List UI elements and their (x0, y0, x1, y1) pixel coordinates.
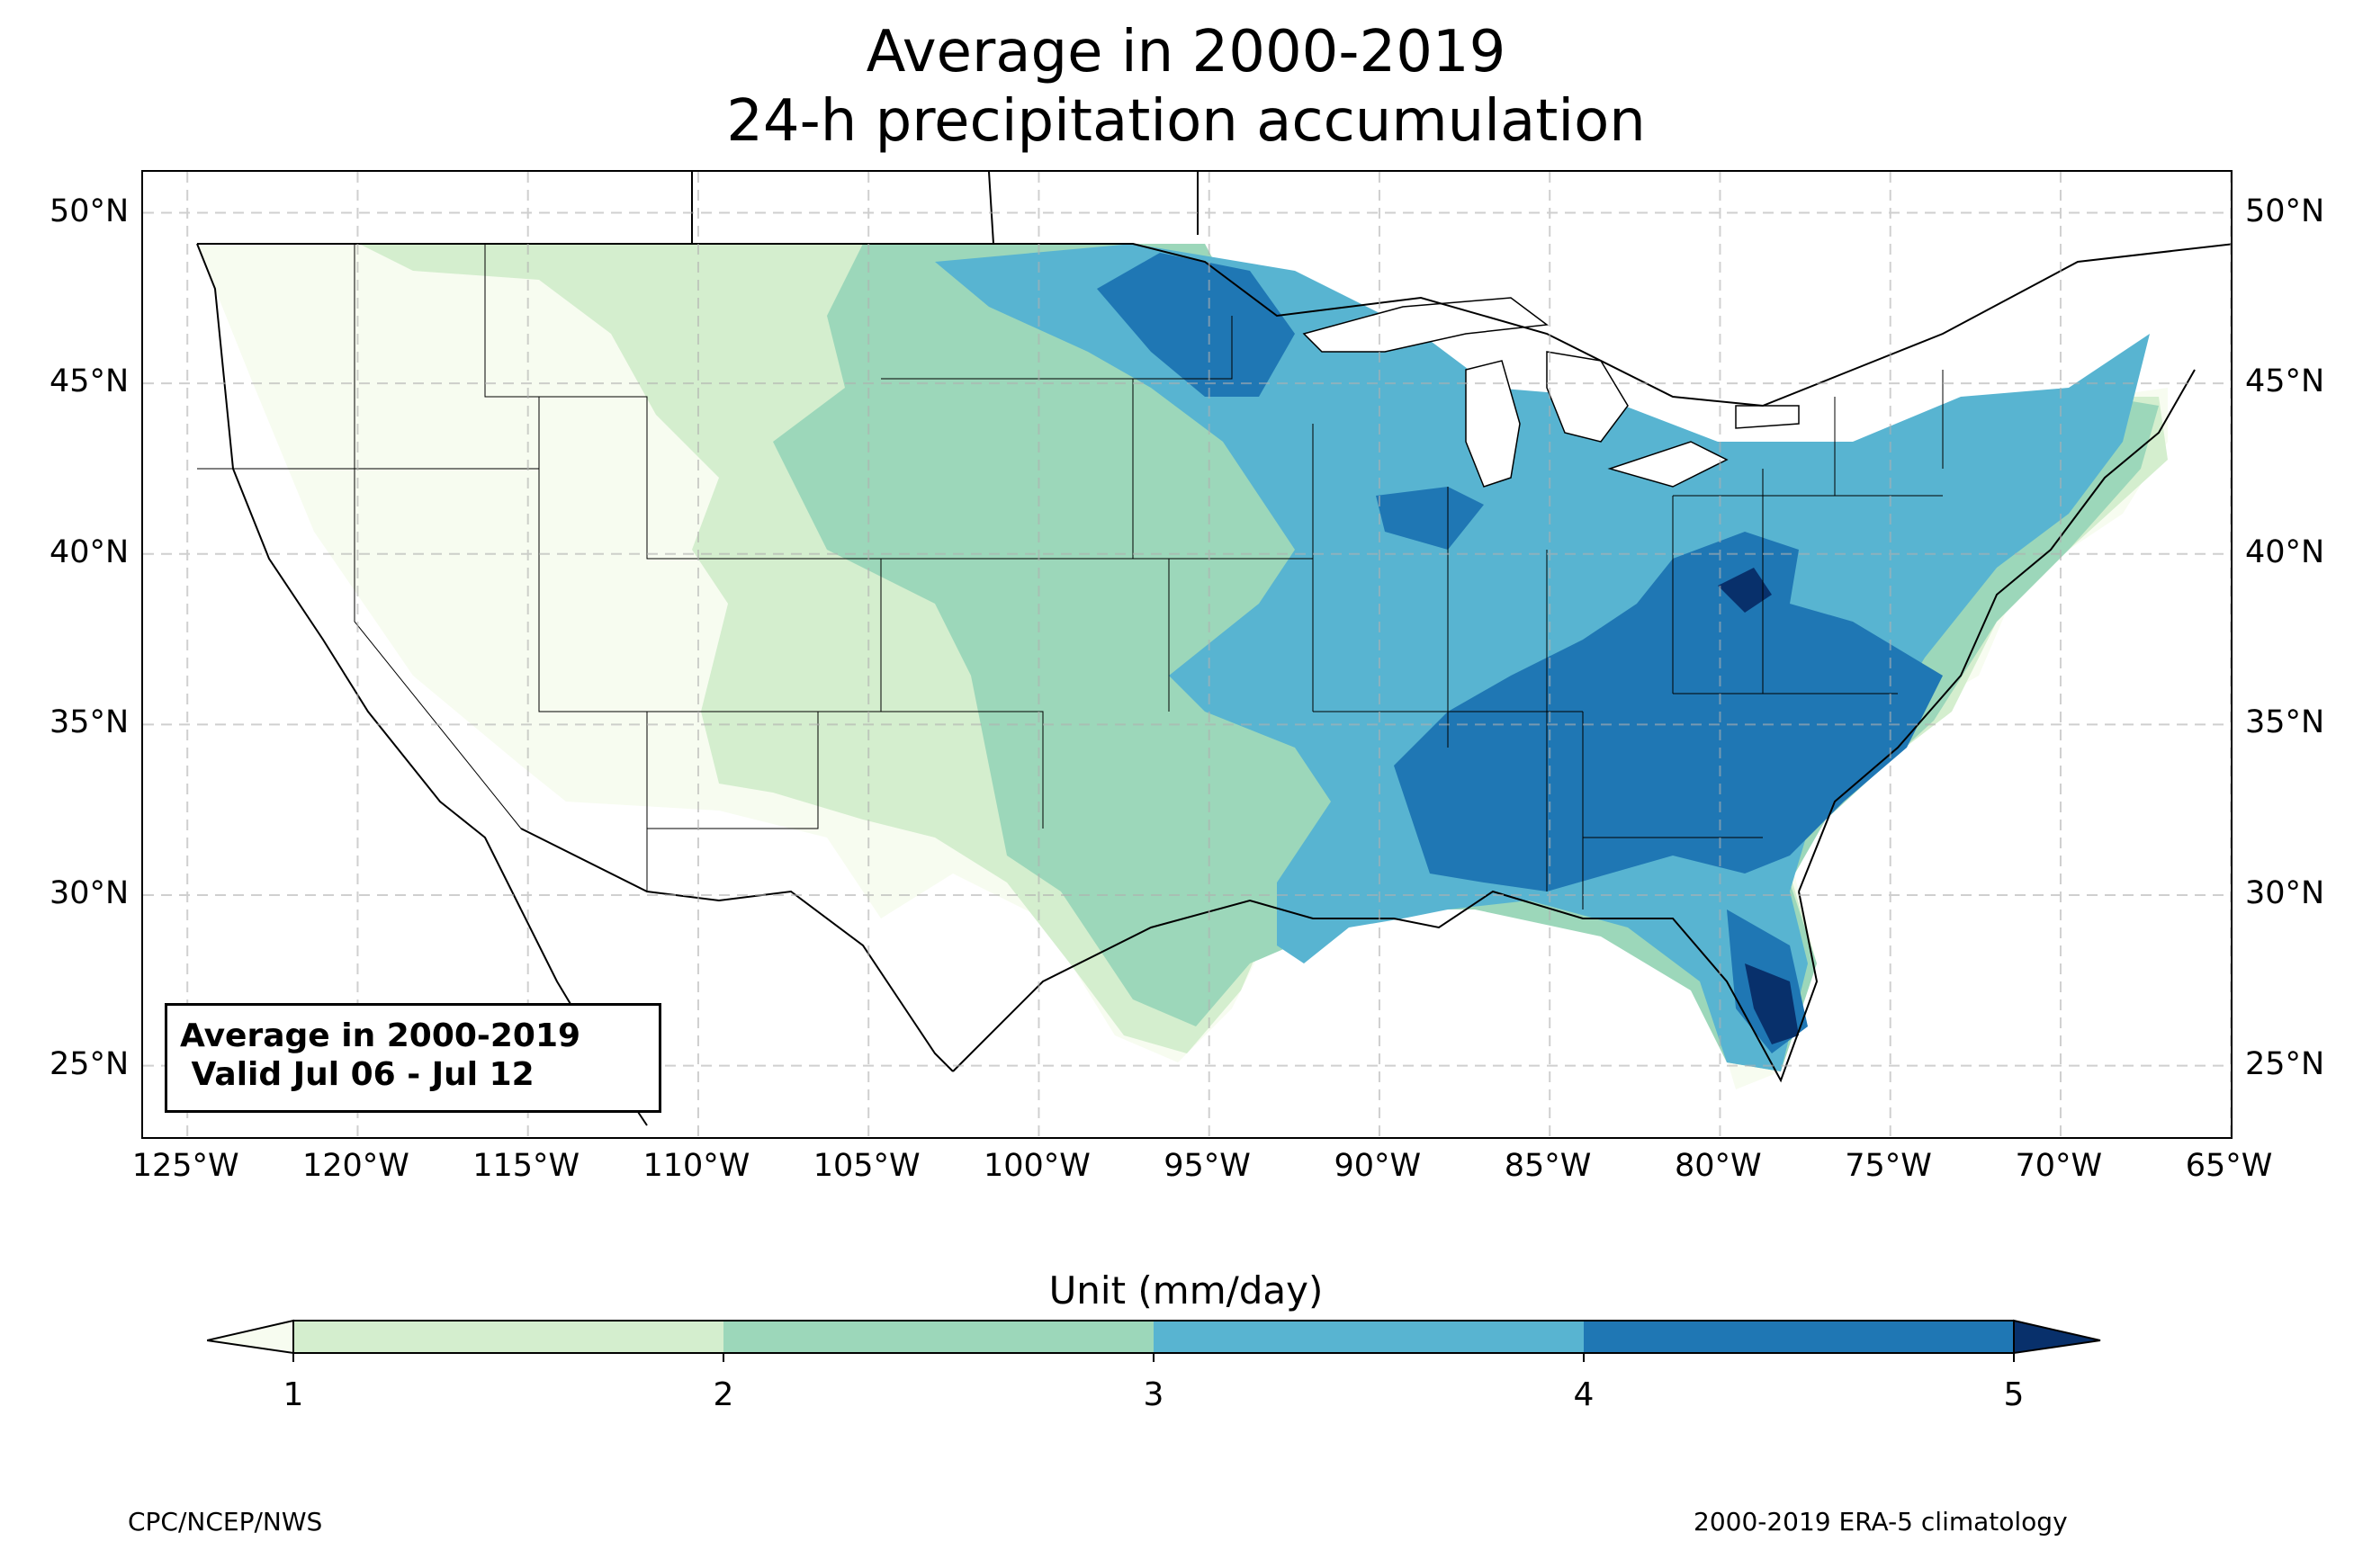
lon-tick-label: 105°W (813, 1148, 921, 1184)
lat-tick-label-left: 40°N (49, 533, 130, 570)
lat-tick-label-left: 35°N (49, 704, 130, 741)
lon-tick-label: 120°W (301, 1148, 409, 1184)
colorbar-segment-1-2 (293, 1321, 723, 1353)
lat-tick-label-left: 30°N (49, 874, 130, 911)
colorbar-tick-mark (723, 1353, 724, 1362)
lon-tick-label: 65°W (2185, 1148, 2273, 1184)
lon-tick-label: 85°W (1504, 1148, 1592, 1184)
lat-tick-label-right: 45°N (2245, 363, 2325, 400)
title-line-2: 24-h precipitation accumulation (726, 88, 1646, 155)
lon-tick-label: 95°W (1164, 1148, 1251, 1184)
colorbar-tick-label: 5 (2003, 1376, 2025, 1413)
precip-over-5-florida (1745, 963, 1799, 1044)
precipitation-field (197, 244, 2168, 1089)
lat-tick-label-right: 50°N (2245, 193, 2325, 229)
canada-north-2 (988, 172, 994, 245)
coastlines (196, 172, 2231, 1126)
lon-tick-label: 70°W (2015, 1148, 2103, 1184)
colorbar-over-triangle (2013, 1319, 2101, 1355)
mountain-states-border (484, 244, 882, 712)
colorbar-segment-2-3 (723, 1321, 1154, 1353)
lat-tick-label-right: 35°N (2245, 704, 2325, 741)
lake-michigan (1465, 360, 1521, 488)
info-box-line-2: Valid Jul 06 - Jul 12 (180, 1056, 535, 1094)
lon-tick-label: 125°W (131, 1148, 239, 1184)
east-coast (1798, 369, 2196, 892)
precip-band-3-4 (935, 244, 2150, 1071)
great-lakes (1302, 297, 1800, 488)
lake-erie (1607, 441, 1729, 488)
lat-tick-label-left: 50°N (49, 193, 130, 229)
lake-superior (1302, 297, 1549, 353)
colorbar-tick-label: 4 (1573, 1376, 1595, 1413)
colorbar-tick-mark (292, 1353, 294, 1362)
colorbar-tick-label: 2 (713, 1376, 734, 1413)
footer-right: 2000-2019 ERA-5 climatology (1694, 1507, 2068, 1537)
colorbar-tick-label: 3 (1143, 1376, 1164, 1413)
colorbar-tick-label: 1 (283, 1376, 304, 1413)
gulf-coast (952, 890, 1819, 1083)
info-box-line-1: Average in 2000-2019 (180, 1017, 581, 1054)
colorbar-tick-mark (1153, 1353, 1155, 1362)
precipitation-map (143, 172, 2231, 1137)
lat-tick-label-left: 25°N (49, 1045, 130, 1082)
lat-tick-label-right: 40°N (2245, 533, 2325, 570)
lon-tick-label: 110°W (642, 1148, 750, 1184)
colorbar-tick-mark (1583, 1353, 1585, 1362)
precip-band-4-5-midwest (1376, 487, 1484, 550)
precip-band-4-5-north (1097, 253, 1295, 397)
canada-border (197, 243, 2231, 408)
lon-tick-label: 75°W (1845, 1148, 1932, 1184)
colorbar-segment-3-4 (1154, 1321, 1584, 1353)
lon-tick-label: 115°W (472, 1148, 580, 1184)
lon-tick-label: 90°W (1334, 1148, 1422, 1184)
lake-ontario (1735, 405, 1800, 429)
lat-tick-label-right: 25°N (2245, 1045, 2325, 1082)
precip-band-4-5-southeast (1394, 532, 1943, 892)
info-box: Average in 2000-2019 Valid Jul 06 - Jul … (165, 1003, 661, 1113)
lat-tick-label-right: 30°N (2245, 874, 2325, 911)
footer-left: CPC/NCEP/NWS (128, 1507, 323, 1537)
lon-tick-label: 80°W (1674, 1148, 1762, 1184)
lon-tick-label: 100°W (983, 1148, 1091, 1184)
map-panel[interactable] (141, 170, 2233, 1139)
colorbar (207, 1319, 2101, 1355)
colorbar-segment-4-5 (1584, 1321, 2014, 1353)
colorbar-under-triangle (207, 1319, 294, 1355)
title-line-1: Average in 2000-2019 (866, 19, 1506, 85)
lat-tick-label-left: 45°N (49, 363, 130, 400)
colorbar-title: Unit (mm/day) (1048, 1268, 1324, 1313)
precip-over-5-wv (1718, 568, 1772, 613)
colorbar-tick-mark (2013, 1353, 2015, 1362)
state-borders (197, 244, 1944, 909)
west-coast (196, 243, 522, 910)
